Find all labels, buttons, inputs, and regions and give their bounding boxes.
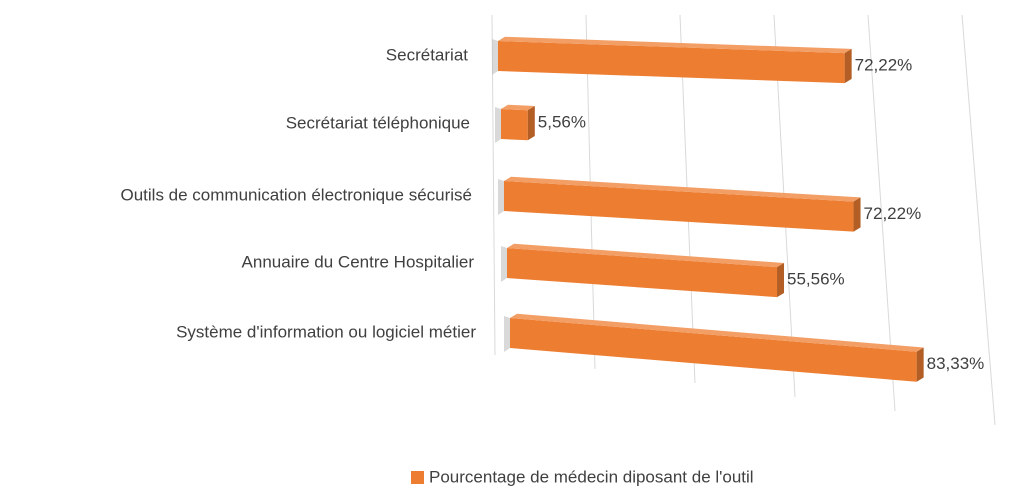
category-label: Annuaire du Centre Hospitalier [242, 252, 475, 271]
bar-top [510, 313, 924, 352]
bar [501, 109, 528, 141]
bar-end [853, 197, 861, 232]
bar-shadow [495, 107, 501, 143]
bar-shadow [498, 179, 504, 215]
bar-top [504, 176, 861, 202]
bar [504, 181, 854, 232]
bar-end [844, 48, 852, 84]
value-label: 55,56% [787, 270, 845, 289]
bar-top [507, 243, 785, 268]
bar [498, 41, 845, 84]
bar [510, 318, 917, 382]
category-label: Outils de communication électronique séc… [120, 185, 472, 204]
value-label: 83,33% [927, 354, 985, 373]
bar-top [498, 36, 852, 54]
value-label: 72,22% [864, 204, 922, 223]
bar-end [777, 262, 785, 298]
bar [507, 248, 778, 298]
bar-shadow [504, 316, 510, 352]
bar-end [527, 106, 535, 141]
bar-top [501, 104, 535, 111]
category-label: Secrétariat téléphonique [286, 113, 470, 132]
grid-line [961, 14, 996, 426]
category-label: Secrétariat [386, 45, 468, 64]
legend-swatch [411, 471, 424, 484]
bars: Secrétariat 72,22% Secrétariat téléphoniqu… [120, 36, 985, 382]
legend-label: Pourcentage de médecin diposant de l'out… [429, 467, 754, 486]
legend: Pourcentage de médecin diposant de l'out… [411, 467, 754, 486]
bar-shadow [501, 246, 507, 282]
value-label: 5,56% [538, 113, 586, 132]
category-label: Système d'information ou logiciel métier [176, 322, 476, 341]
bar-shadow [492, 39, 498, 75]
value-label: 72,22% [855, 56, 913, 75]
bar-end [916, 347, 924, 382]
